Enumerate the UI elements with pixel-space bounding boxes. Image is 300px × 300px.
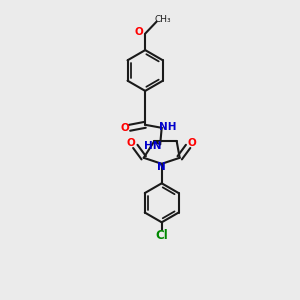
Text: HN: HN [144, 141, 161, 151]
Text: O: O [120, 123, 129, 133]
Text: N: N [157, 162, 166, 172]
Text: CH₃: CH₃ [155, 15, 172, 24]
Text: NH: NH [159, 122, 176, 132]
Text: O: O [127, 138, 136, 148]
Text: O: O [188, 138, 197, 148]
Text: Cl: Cl [155, 229, 168, 242]
Text: O: O [134, 27, 143, 37]
